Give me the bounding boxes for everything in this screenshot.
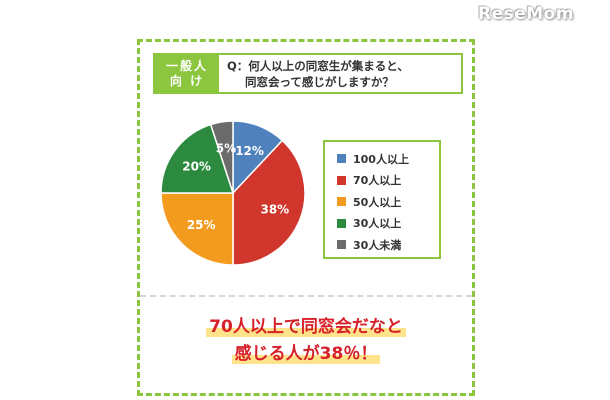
legend-label-2: 50人以上 — [353, 195, 402, 209]
legend-item-1: 70人以上 — [337, 170, 439, 192]
chart-legend: 100人以上 70人以上 50人以上 30人以上 30人未満 — [323, 140, 441, 259]
legend-label-3: 30人以上 — [353, 217, 402, 231]
legend-label-1: 70人以上 — [353, 174, 402, 188]
pie-label-4: 5% — [216, 142, 236, 156]
question-text: Q：何人以上の同窓生が集まると、 同窓会って感じがしますか？ — [219, 55, 461, 92]
conclusion-line2: 感じる人が38％！ — [231, 344, 381, 364]
question-header: 一般人 向 け Q：何人以上の同窓生が集まると、 同窓会って感じがしますか？ — [153, 53, 463, 94]
survey-card: 一般人 向 け Q：何人以上の同窓生が集まると、 同窓会って感じがしますか？ 1… — [137, 39, 475, 396]
pie-label-0: 12% — [235, 144, 264, 158]
audience-tag-line1: 一般人 — [165, 58, 208, 73]
pie-chart: 12% 38% 25% 20% 5% — [160, 120, 306, 266]
legend-label-4: 30人未満 — [353, 238, 402, 252]
legend-item-2: 50人以上 — [337, 191, 439, 213]
question-line1: Q：何人以上の同窓生が集まると、 — [227, 59, 409, 73]
conclusion-line1: 70人以上で同窓会だなと — [206, 317, 406, 337]
pie-label-2: 25% — [187, 218, 216, 232]
pie-slice-3 — [160, 123, 235, 194]
pie-slice-1 — [232, 139, 306, 266]
legend-item-4: 30人未満 — [337, 234, 439, 256]
pie-label-3: 20% — [182, 160, 211, 174]
legend-swatch-4 — [337, 240, 346, 250]
question-line2: 同窓会って感じがしますか？ — [245, 75, 394, 89]
site-logo[interactable]: ReseMom — [478, 4, 575, 24]
legend-label-0: 100人以上 — [353, 152, 409, 166]
audience-tag: 一般人 向 け — [155, 55, 219, 92]
legend-swatch-3 — [337, 218, 346, 228]
legend-item-3: 30人以上 — [337, 213, 439, 235]
legend-swatch-1 — [337, 175, 346, 185]
conclusion: 70人以上で同窓会だなと 感じる人が38％！ — [140, 314, 472, 368]
pie-label-1: 38% — [260, 203, 289, 217]
legend-swatch-0 — [337, 154, 346, 164]
audience-tag-line2: 向 け — [169, 73, 205, 88]
legend-item-0: 100人以上 — [337, 148, 439, 170]
pie-slice-4 — [209, 120, 234, 194]
pie-slice-2 — [160, 192, 234, 266]
legend-swatch-2 — [337, 197, 346, 207]
section-divider — [140, 295, 472, 297]
